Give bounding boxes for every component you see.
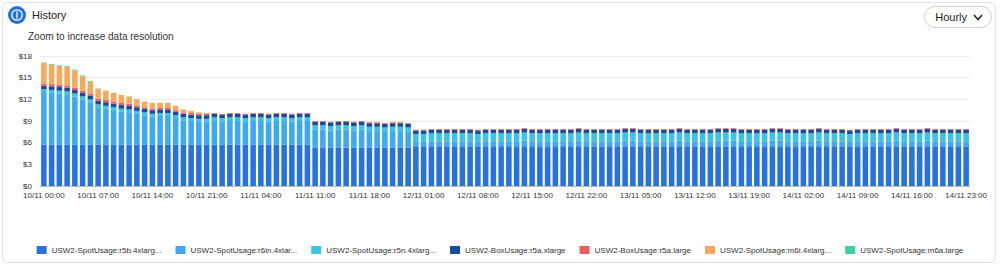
svg-text:$0: $0 (23, 182, 32, 191)
svg-text:10/11 21:00: 10/11 21:00 (186, 191, 228, 200)
svg-text:USW2-SpotUsage:r6in.4xlar...: USW2-SpotUsage:r6in.4xlar... (191, 246, 298, 255)
svg-text:11/11 04:00: 11/11 04:00 (240, 191, 282, 200)
svg-text:USW2-BoxUsage:r5a.xlarge: USW2-BoxUsage:r5a.xlarge (465, 246, 566, 255)
html-text:Hourly: Hourly (935, 11, 967, 23)
svg-text:USW2-BoxUsage:r5a.large: USW2-BoxUsage:r5a.large (595, 246, 692, 255)
svg-text:11/11 18:00: 11/11 18:00 (349, 191, 391, 200)
svg-text:13/11 05:00: 13/11 05:00 (620, 191, 662, 200)
svg-text:USW2-SpotUsage:m6a.large: USW2-SpotUsage:m6a.large (860, 246, 964, 255)
svg-text:12/11 01:00: 12/11 01:00 (403, 191, 445, 200)
svg-text:14/11 23:00: 14/11 23:00 (945, 191, 987, 200)
svg-text:12/11 15:00: 12/11 15:00 (511, 191, 553, 200)
svg-text:12/11 22:00: 12/11 22:00 (566, 191, 608, 200)
html-text:History: History (32, 9, 67, 21)
svg-text:13/11 19:00: 13/11 19:00 (728, 191, 770, 200)
svg-text:$6: $6 (23, 138, 32, 147)
svg-text:USW2-SpotUsage:r5b.4xlarg...: USW2-SpotUsage:r5b.4xlarg... (52, 246, 162, 255)
svg-text:14/11 02:00: 14/11 02:00 (783, 191, 825, 200)
svg-text:13/11 12:00: 13/11 12:00 (674, 191, 716, 200)
svg-text:10/11 14:00: 10/11 14:00 (132, 191, 174, 200)
svg-text:14/11 09:00: 14/11 09:00 (837, 191, 879, 200)
svg-text:$9: $9 (23, 117, 32, 126)
svg-text:10/11 00:00: 10/11 00:00 (23, 191, 65, 200)
svg-text:USW2-SpotUsage:r5n.4xlarg...: USW2-SpotUsage:r5n.4xlarg... (326, 246, 436, 255)
svg-text:10/11 07:00: 10/11 07:00 (77, 191, 119, 200)
svg-text:14/11 16:00: 14/11 16:00 (891, 191, 933, 200)
svg-text:12/11 08:00: 12/11 08:00 (457, 191, 499, 200)
svg-text:11/11 11:00: 11/11 11:00 (295, 191, 336, 200)
svg-text:$18: $18 (19, 52, 33, 61)
svg-text:USW2-SpotUsage:m6i.4xlarg...: USW2-SpotUsage:m6i.4xlarg... (720, 246, 831, 255)
svg-text:$12: $12 (19, 95, 33, 104)
html-text:Zoom to increase data resoluti: Zoom to increase data resolution (28, 31, 174, 42)
svg-text:$3: $3 (23, 160, 32, 169)
svg-text:$15: $15 (19, 73, 33, 82)
